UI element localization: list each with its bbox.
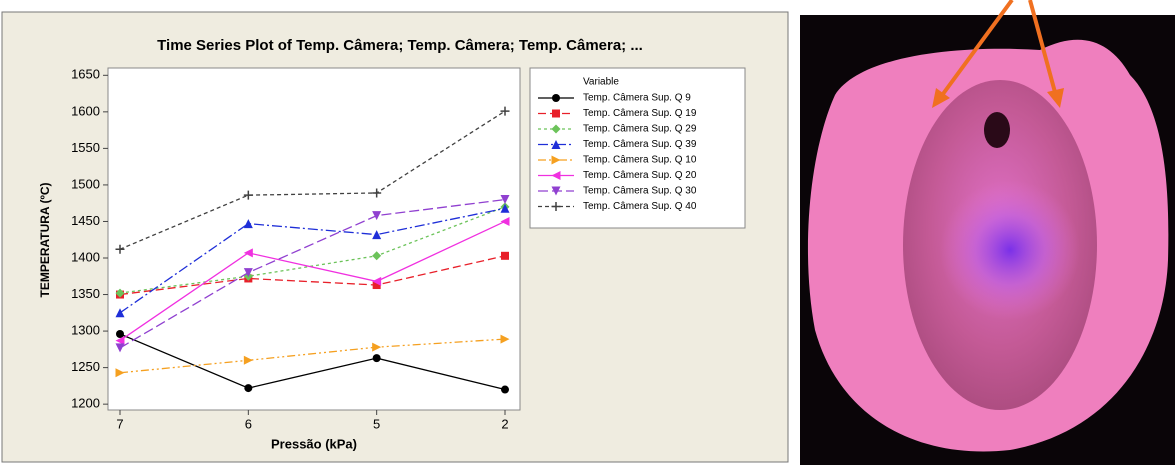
x-tick-label: 7 bbox=[116, 416, 123, 431]
y-tick-label: 1600 bbox=[71, 103, 100, 118]
marker bbox=[244, 384, 252, 392]
legend-label: Temp. Câmera Sup. Q 30 bbox=[583, 186, 697, 197]
y-tick-label: 1450 bbox=[71, 213, 100, 228]
hole bbox=[984, 112, 1010, 148]
x-tick-label: 2 bbox=[501, 416, 508, 431]
legend-label: Temp. Câmera Sup. Q 39 bbox=[583, 139, 697, 150]
marker bbox=[373, 354, 381, 362]
y-tick-label: 1300 bbox=[71, 323, 100, 338]
y-tick-label: 1500 bbox=[71, 176, 100, 191]
x-tick-label: 6 bbox=[245, 416, 252, 431]
legend-marker bbox=[552, 94, 560, 102]
legend-title: Variable bbox=[583, 77, 619, 88]
y-tick-label: 1650 bbox=[71, 67, 100, 82]
legend-label: Temp. Câmera Sup. Q 40 bbox=[583, 201, 697, 212]
y-tick-label: 1200 bbox=[71, 396, 100, 411]
marker bbox=[501, 252, 509, 260]
legend-label: Temp. Câmera Sup. Q 20 bbox=[583, 170, 697, 181]
plot-area bbox=[108, 68, 520, 410]
y-tick-label: 1550 bbox=[71, 140, 100, 155]
chart-title: Time Series Plot of Temp. Câmera; Temp. … bbox=[157, 37, 643, 54]
page: Time Series Plot of Temp. Câmera; Temp. … bbox=[0, 0, 1175, 465]
marker bbox=[501, 386, 509, 394]
y-axis-label: TEMPERATURA (ºC) bbox=[38, 182, 52, 297]
photo bbox=[800, 0, 1175, 465]
y-tick-label: 1350 bbox=[71, 286, 100, 301]
legend-label: Temp. Câmera Sup. Q 10 bbox=[583, 155, 697, 166]
x-tick-label: 5 bbox=[373, 416, 380, 431]
y-tick-label: 1250 bbox=[71, 359, 100, 374]
legend-marker bbox=[552, 110, 560, 118]
glow bbox=[940, 180, 1080, 320]
y-tick-label: 1400 bbox=[71, 249, 100, 264]
x-axis-label: Pressão (kPa) bbox=[271, 436, 357, 451]
legend-label: Temp. Câmera Sup. Q 19 bbox=[583, 108, 697, 119]
figure: Time Series Plot of Temp. Câmera; Temp. … bbox=[0, 0, 1175, 465]
legend-label: Temp. Câmera Sup. Q 29 bbox=[583, 124, 697, 135]
legend-label: Temp. Câmera Sup. Q 9 bbox=[583, 93, 691, 104]
marker bbox=[116, 330, 124, 338]
